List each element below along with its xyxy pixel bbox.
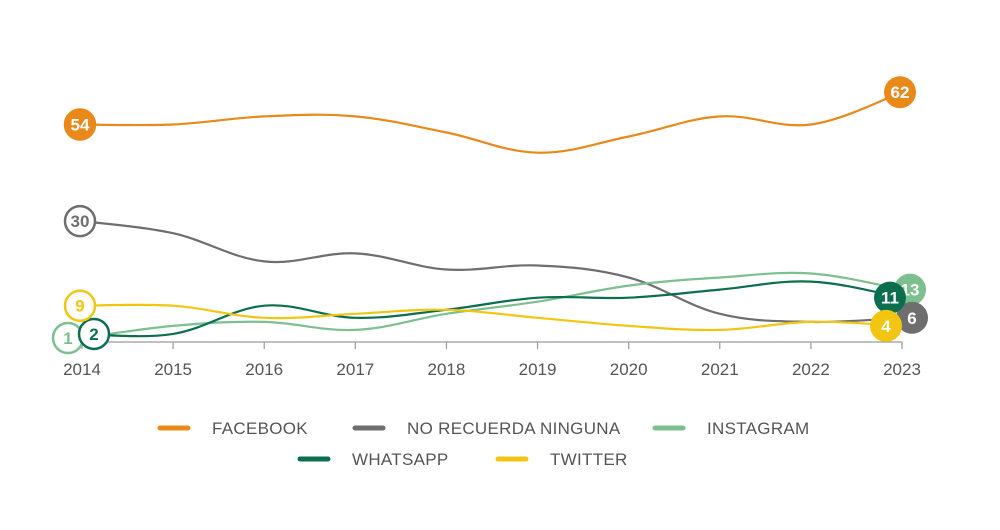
x-tick-label: 2020	[610, 360, 648, 379]
legend-label: TWITTER	[550, 450, 628, 469]
legend-item-no-recuerda-ninguna: NO RECUERDA NINGUNA	[352, 419, 621, 438]
end-marker-circle	[896, 301, 928, 334]
x-tick-label: 2014	[63, 360, 101, 379]
start-marker-circle	[63, 204, 97, 238]
legend-item-twitter: TWITTER	[495, 450, 628, 469]
legend-item-facebook: FACEBOOK	[157, 419, 308, 438]
start-value-label: 54	[71, 115, 90, 134]
legend-item-whatsapp: WHATSAPP	[297, 450, 449, 469]
series-line-facebook	[80, 91, 904, 154]
end-marker-no-recuerda-ninguna: 6	[896, 301, 928, 334]
end-marker-circle	[874, 281, 906, 314]
legend-label: INSTAGRAM	[707, 419, 810, 438]
legend-label: FACEBOOK	[212, 419, 308, 438]
legend-label: NO RECUERDA NINGUNA	[407, 419, 621, 438]
end-value-label: 62	[891, 83, 910, 102]
start-marker-circle	[63, 108, 97, 141]
end-value-label: 6	[907, 309, 916, 328]
start-marker-circle	[63, 289, 97, 322]
start-marker-whatsapp: 2	[77, 317, 111, 351]
start-marker-facebook: 54	[63, 108, 97, 141]
series-line-whatsapp	[80, 280, 904, 338]
end-marker-circle	[870, 309, 902, 342]
x-tick-label: 2022	[792, 360, 830, 379]
start-value-label: 2	[89, 325, 98, 344]
x-tick-label: 2018	[428, 360, 466, 379]
end-value-label: 4	[881, 317, 891, 336]
legend-item-instagram: INSTAGRAM	[652, 419, 810, 438]
series-line-twitter	[80, 303, 904, 332]
end-marker-whatsapp: 11	[874, 281, 906, 314]
x-tick-label: 2023	[883, 360, 921, 379]
end-marker-facebook: 62	[884, 76, 916, 109]
end-marker-circle	[884, 76, 916, 109]
start-marker-no-recuerda-ninguna: 30	[63, 204, 97, 238]
legend-label: WHATSAPP	[352, 450, 449, 469]
x-tick-label: 2021	[701, 360, 739, 379]
start-value-label: 9	[75, 297, 84, 316]
x-tick-label: 2017	[336, 360, 374, 379]
series-line-instagram	[80, 271, 904, 340]
series-lines	[80, 91, 904, 340]
end-marker-twitter: 4	[870, 309, 902, 342]
x-tick-label: 2015	[154, 360, 192, 379]
legend: FACEBOOK NO RECUERDA NINGUNA INSTAGRAM WHAT…	[157, 419, 810, 469]
start-marker-circle	[77, 317, 111, 351]
start-value-label: 1	[63, 329, 72, 348]
start-value-label: 30	[71, 212, 90, 231]
x-axis: 2014 2015 2016 2017 2018 2019 2020 2021 2022 2023	[63, 341, 921, 379]
start-marker-twitter: 9	[63, 289, 97, 322]
x-tick-label: 2019	[519, 360, 557, 379]
x-tick-label: 2016	[245, 360, 283, 379]
end-value-label: 11	[881, 289, 899, 308]
series-line-no-recuerda-ninguna	[80, 220, 904, 324]
